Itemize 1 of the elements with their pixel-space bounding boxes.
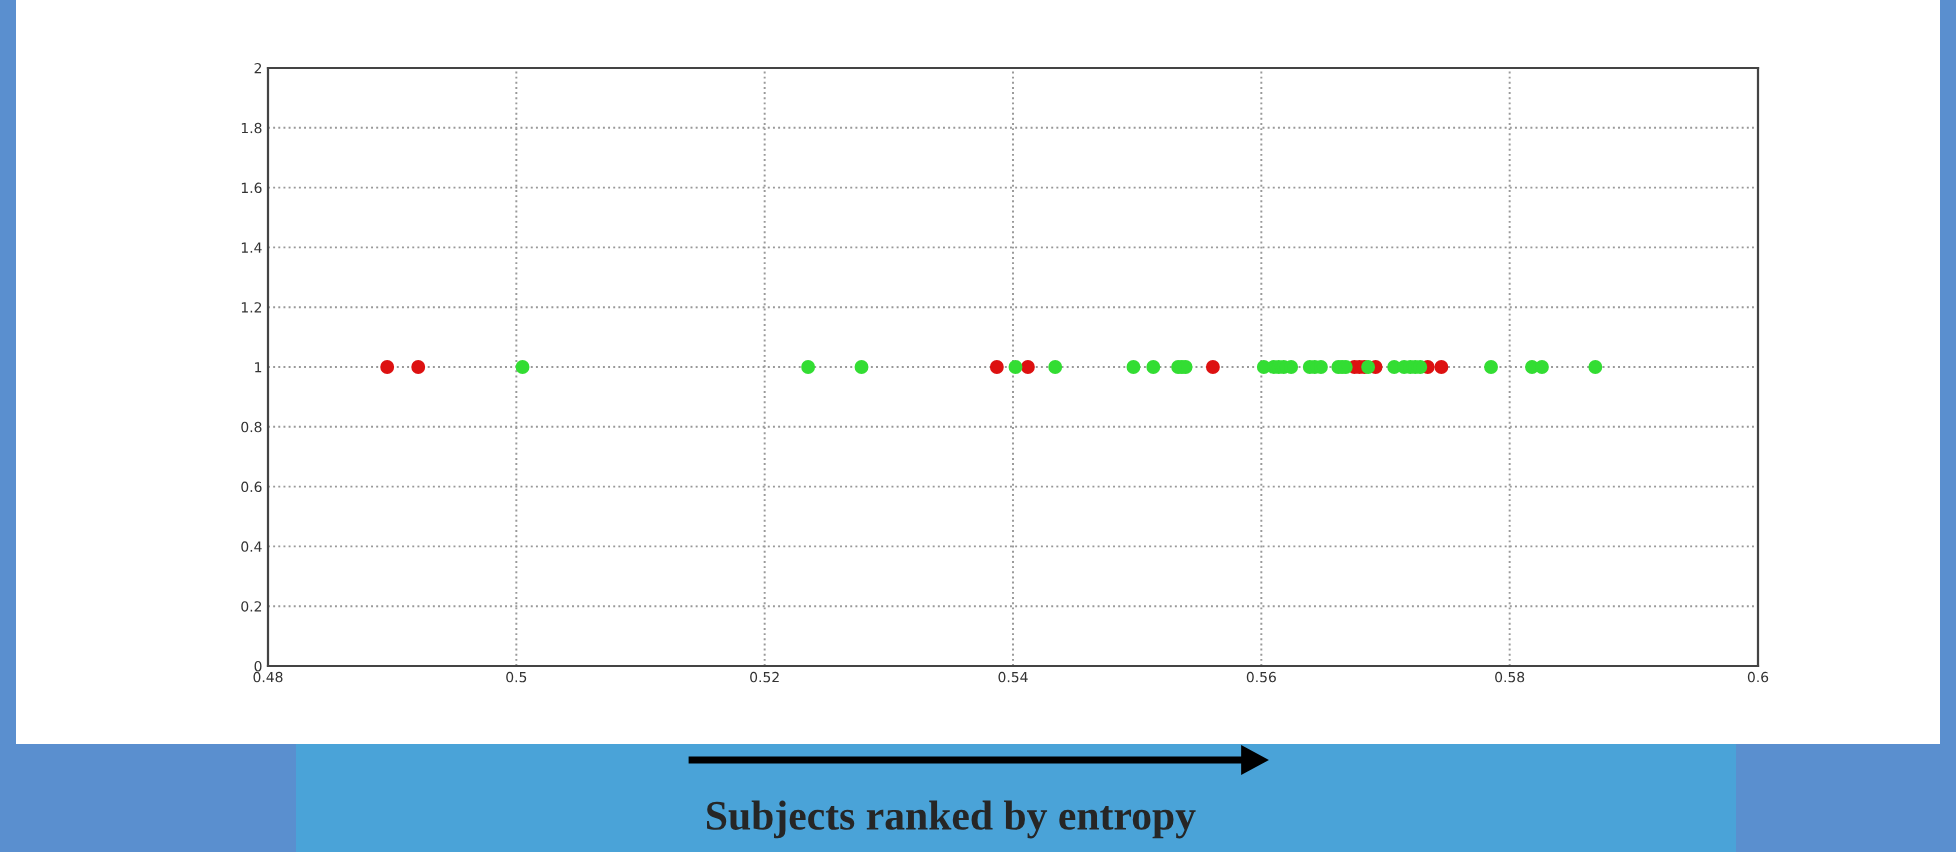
x-axis-title: Subjects ranked by entropy <box>707 800 1196 839</box>
